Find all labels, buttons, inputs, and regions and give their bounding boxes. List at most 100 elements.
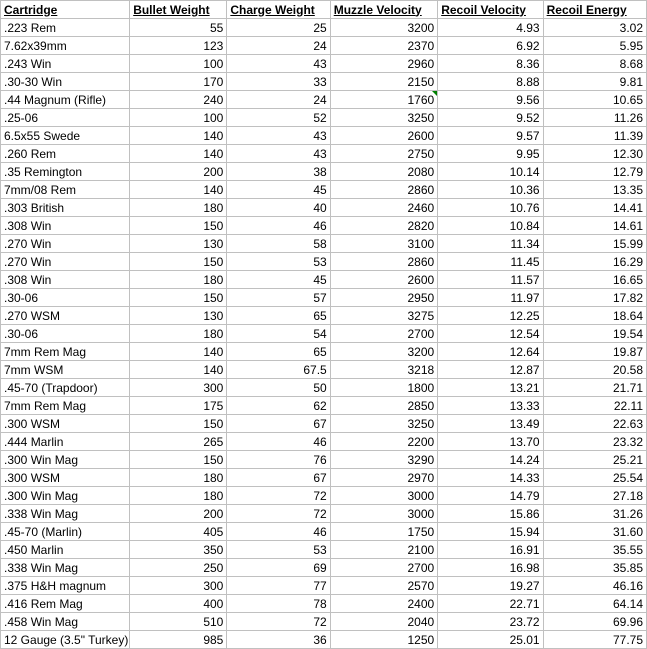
cell-bullet_weight: 200: [130, 163, 227, 181]
cell-cartridge: .270 Win: [1, 235, 130, 253]
cell-recoil_energy: 16.29: [543, 253, 646, 271]
cell-cartridge: .450 Marlin: [1, 541, 130, 559]
cell-muzzle_velocity: 2040: [330, 613, 437, 631]
table-row: .223 Rem552532004.933.02: [1, 19, 647, 37]
cell-recoil_velocity: 6.92: [438, 37, 543, 55]
table-row: .270 Win15053286011.4516.29: [1, 253, 647, 271]
cell-bullet_weight: 180: [130, 199, 227, 217]
cell-recoil_energy: 19.87: [543, 343, 646, 361]
cell-recoil_energy: 27.18: [543, 487, 646, 505]
cell-charge_weight: 24: [227, 37, 330, 55]
cell-bullet_weight: 175: [130, 397, 227, 415]
cell-recoil_energy: 22.11: [543, 397, 646, 415]
cell-muzzle_velocity: 1250: [330, 631, 437, 649]
cell-recoil_velocity: 8.88: [438, 73, 543, 91]
cell-charge_weight: 36: [227, 631, 330, 649]
table-row: .270 WSM13065327512.2518.64: [1, 307, 647, 325]
cell-bullet_weight: 510: [130, 613, 227, 631]
column-header-recoil_energy: Recoil Energy: [543, 1, 646, 19]
cell-bullet_weight: 180: [130, 469, 227, 487]
cell-cartridge: .444 Marlin: [1, 433, 130, 451]
cell-recoil_velocity: 22.71: [438, 595, 543, 613]
cell-bullet_weight: 140: [130, 343, 227, 361]
cell-recoil_energy: 77.75: [543, 631, 646, 649]
cell-muzzle_velocity: 3275: [330, 307, 437, 325]
cell-charge_weight: 72: [227, 613, 330, 631]
cell-cartridge: 7mm WSM: [1, 361, 130, 379]
cell-cartridge: .416 Rem Mag: [1, 595, 130, 613]
cell-charge_weight: 77: [227, 577, 330, 595]
cell-muzzle_velocity: 2700: [330, 559, 437, 577]
cell-recoil_energy: 12.30: [543, 145, 646, 163]
cell-recoil_velocity: 13.49: [438, 415, 543, 433]
cell-charge_weight: 46: [227, 217, 330, 235]
column-header-bullet_weight: Bullet Weight: [130, 1, 227, 19]
cell-muzzle_velocity: 2570: [330, 577, 437, 595]
cell-recoil_energy: 10.65: [543, 91, 646, 109]
cell-recoil_velocity: 13.70: [438, 433, 543, 451]
cell-charge_weight: 76: [227, 451, 330, 469]
table-row: .44 Magnum (Rifle)2402417609.5610.65: [1, 91, 647, 109]
cell-muzzle_velocity: 2200: [330, 433, 437, 451]
cell-bullet_weight: 265: [130, 433, 227, 451]
cell-charge_weight: 78: [227, 595, 330, 613]
cell-cartridge: .45-70 (Trapdoor): [1, 379, 130, 397]
cell-charge_weight: 72: [227, 505, 330, 523]
cell-bullet_weight: 130: [130, 235, 227, 253]
cell-recoil_velocity: 14.24: [438, 451, 543, 469]
cell-charge_weight: 40: [227, 199, 330, 217]
cell-recoil_energy: 19.54: [543, 325, 646, 343]
cell-bullet_weight: 240: [130, 91, 227, 109]
cell-bullet_weight: 150: [130, 217, 227, 235]
cell-muzzle_velocity: 2970: [330, 469, 437, 487]
cell-muzzle_velocity: 2860: [330, 253, 437, 271]
cell-recoil_velocity: 19.27: [438, 577, 543, 595]
cell-cartridge: .300 Win Mag: [1, 451, 130, 469]
cell-bullet_weight: 140: [130, 181, 227, 199]
cell-recoil_velocity: 9.56: [438, 91, 543, 109]
cell-recoil_velocity: 13.21: [438, 379, 543, 397]
cell-bullet_weight: 150: [130, 289, 227, 307]
cell-bullet_weight: 985: [130, 631, 227, 649]
cell-recoil_energy: 3.02: [543, 19, 646, 37]
column-header-charge_weight: Charge Weight: [227, 1, 330, 19]
table-row: .375 H&H magnum30077257019.2746.16: [1, 577, 647, 595]
cell-recoil_velocity: 11.57: [438, 271, 543, 289]
cell-recoil_energy: 64.14: [543, 595, 646, 613]
cell-recoil_energy: 20.58: [543, 361, 646, 379]
cell-recoil_energy: 25.21: [543, 451, 646, 469]
cell-recoil_velocity: 14.33: [438, 469, 543, 487]
cell-recoil_velocity: 11.34: [438, 235, 543, 253]
cell-recoil_velocity: 14.79: [438, 487, 543, 505]
cell-charge_weight: 65: [227, 307, 330, 325]
cell-muzzle_velocity: 3100: [330, 235, 437, 253]
cell-muzzle_velocity: 3000: [330, 505, 437, 523]
table-row: .300 WSM15067325013.4922.63: [1, 415, 647, 433]
cell-recoil_energy: 22.63: [543, 415, 646, 433]
cell-cartridge: .308 Win: [1, 217, 130, 235]
cell-recoil_velocity: 11.97: [438, 289, 543, 307]
cell-cartridge: .30-06: [1, 289, 130, 307]
table-row: .450 Marlin35053210016.9135.55: [1, 541, 647, 559]
cell-bullet_weight: 140: [130, 361, 227, 379]
table-row: 7mm Rem Mag17562285013.3322.11: [1, 397, 647, 415]
cell-recoil_energy: 35.85: [543, 559, 646, 577]
cell-recoil_energy: 17.82: [543, 289, 646, 307]
table-row: .243 Win1004329608.368.68: [1, 55, 647, 73]
table-row: .338 Win Mag20072300015.8631.26: [1, 505, 647, 523]
cell-bullet_weight: 180: [130, 487, 227, 505]
cell-bullet_weight: 180: [130, 325, 227, 343]
cell-recoil_velocity: 10.84: [438, 217, 543, 235]
cell-recoil_velocity: 13.33: [438, 397, 543, 415]
cell-cartridge: .338 Win Mag: [1, 505, 130, 523]
cell-charge_weight: 53: [227, 253, 330, 271]
cell-recoil_energy: 31.26: [543, 505, 646, 523]
table-body: .223 Rem552532004.933.027.62x39mm1232423…: [1, 19, 647, 649]
table-row: .260 Rem1404327509.9512.30: [1, 145, 647, 163]
cell-muzzle_velocity: 2460: [330, 199, 437, 217]
cell-charge_weight: 53: [227, 541, 330, 559]
cell-bullet_weight: 350: [130, 541, 227, 559]
cell-charge_weight: 43: [227, 55, 330, 73]
cell-cartridge: .270 WSM: [1, 307, 130, 325]
cell-muzzle_velocity: 3250: [330, 415, 437, 433]
